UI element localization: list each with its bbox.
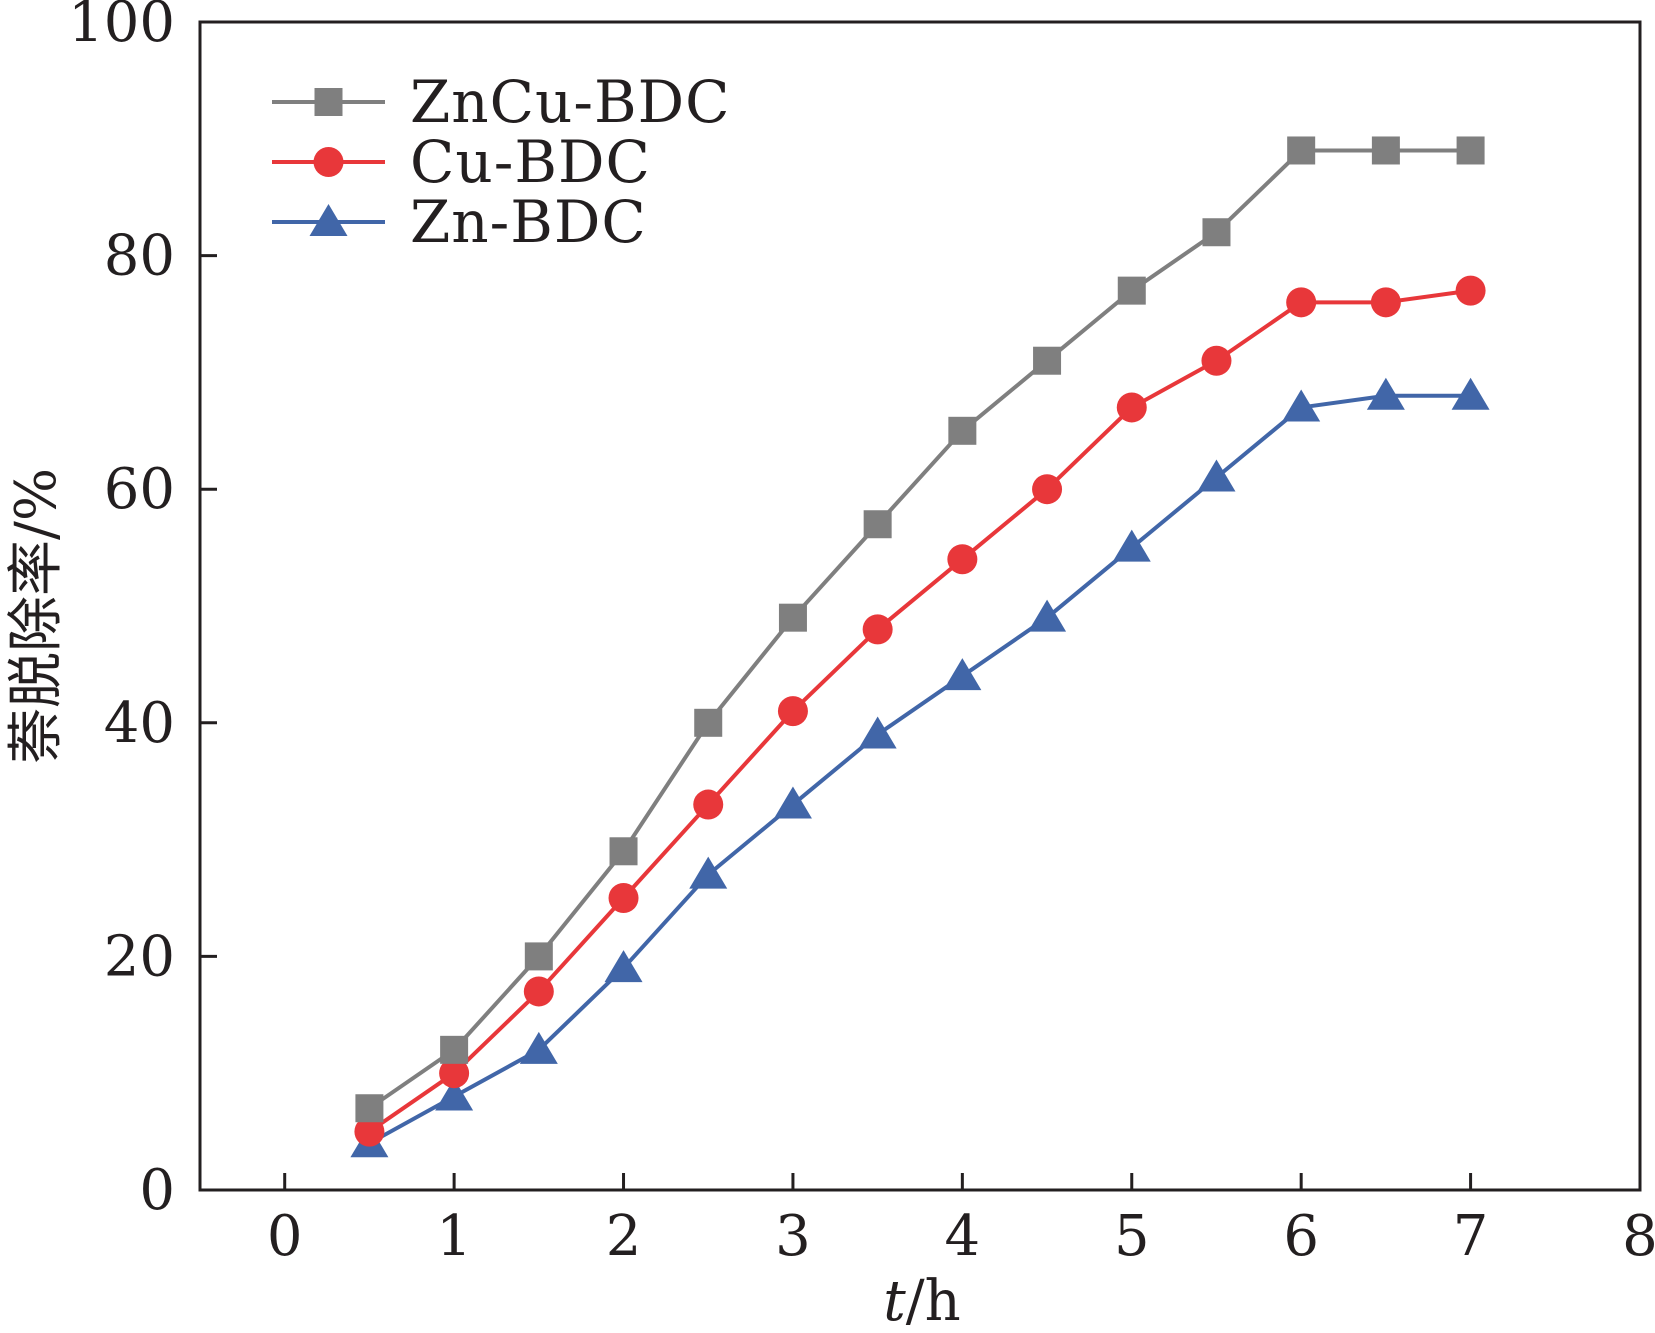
- legend-item-cu-bdc: Cu-BDC: [272, 128, 651, 196]
- data-point-cu-bdc-3: [777, 696, 808, 727]
- y-tick-label-40: 40: [104, 691, 175, 756]
- legend-marker-cu-bdc: [313, 147, 344, 177]
- data-point-zncu-bdc-4.5: [1033, 346, 1062, 375]
- data-point-zncu-bdc-3: [778, 603, 807, 632]
- data-point-zn-bdc-5: [1112, 529, 1151, 562]
- data-point-cu-bdc-6: [1286, 287, 1317, 318]
- data-point-zn-bdc-3: [773, 786, 812, 819]
- series-line-zncu-bdc: [368, 148, 1471, 1110]
- x-tick-label-8: 8: [1622, 1204, 1655, 1269]
- data-point-zncu-bdc-1: [440, 1035, 469, 1064]
- data-point-zncu-bdc-4: [948, 416, 977, 445]
- y-axis-title: 萘脱除率/%: [4, 468, 69, 764]
- x-tick-label-2: 2: [606, 1204, 642, 1269]
- data-point-cu-bdc-2.5: [693, 789, 724, 820]
- series-line-cu-bdc: [368, 288, 1471, 1134]
- x-tick-label-5: 5: [1114, 1204, 1150, 1269]
- data-point-zn-bdc-6.5: [1366, 377, 1405, 410]
- series-zncu-bdc: [355, 136, 1485, 1123]
- data-point-cu-bdc-5.5: [1201, 345, 1232, 376]
- x-axis-title-unit: /h: [906, 1269, 961, 1328]
- series-cu-bdc: [354, 275, 1486, 1147]
- data-point-zncu-bdc-3.5: [863, 510, 892, 539]
- data-point-zn-bdc-2: [604, 950, 643, 983]
- x-tick-label-7: 7: [1453, 1204, 1489, 1269]
- legend-label-zn-bdc: Zn-BDC: [410, 188, 647, 256]
- y-tick-label-80: 80: [104, 224, 175, 289]
- data-point-zncu-bdc-5.5: [1202, 218, 1231, 247]
- data-point-cu-bdc-4: [947, 544, 978, 575]
- data-point-zncu-bdc-7: [1456, 136, 1485, 165]
- x-tick-label-3: 3: [775, 1204, 811, 1269]
- data-point-zncu-bdc-5: [1117, 276, 1146, 305]
- data-point-cu-bdc-5: [1116, 392, 1147, 423]
- data-point-cu-bdc-1: [439, 1058, 470, 1089]
- data-point-zn-bdc-7: [1451, 377, 1490, 410]
- legend-label-zncu-bdc: ZnCu-BDC: [410, 68, 731, 136]
- data-point-zn-bdc-5.5: [1197, 459, 1236, 492]
- y-tick-label-0: 0: [139, 1158, 175, 1223]
- y-tick-label-60: 60: [104, 457, 175, 522]
- data-point-zn-bdc-1.5: [519, 1031, 558, 1064]
- data-point-zn-bdc-4.5: [1028, 599, 1067, 632]
- data-point-cu-bdc-7: [1455, 275, 1486, 306]
- data-point-zncu-bdc-2: [609, 837, 638, 866]
- legend-label-cu-bdc: Cu-BDC: [410, 128, 651, 196]
- x-axis-title: t/h: [883, 1269, 960, 1328]
- data-point-zn-bdc-6: [1282, 389, 1321, 422]
- data-point-zncu-bdc-1.5: [524, 942, 553, 971]
- x-axis-title-variable: t: [883, 1269, 906, 1328]
- series-zn-bdc: [350, 377, 1490, 1158]
- data-point-cu-bdc-1.5: [523, 976, 554, 1007]
- data-point-zn-bdc-1: [435, 1078, 474, 1111]
- data-point-cu-bdc-4.5: [1032, 474, 1063, 505]
- data-point-zncu-bdc-6: [1287, 136, 1316, 165]
- data-point-zn-bdc-4: [943, 658, 982, 691]
- x-tick-label-6: 6: [1283, 1204, 1319, 1269]
- data-point-zn-bdc-3.5: [858, 716, 897, 749]
- y-tick-label-100: 100: [68, 0, 175, 55]
- data-point-zncu-bdc-2.5: [694, 708, 723, 737]
- data-point-zncu-bdc-6.5: [1371, 136, 1400, 165]
- data-point-cu-bdc-2: [608, 883, 639, 913]
- data-point-cu-bdc-3.5: [862, 614, 893, 645]
- x-tick-label-1: 1: [436, 1204, 472, 1269]
- x-tick-label-0: 0: [267, 1204, 303, 1269]
- series-line-zn-bdc: [368, 393, 1471, 1146]
- data-point-zn-bdc-2.5: [689, 856, 728, 889]
- data-point-zncu-bdc-0.5: [355, 1094, 384, 1123]
- data-point-cu-bdc-6.5: [1370, 287, 1401, 318]
- data-point-cu-bdc-0.5: [354, 1116, 385, 1147]
- legend-marker-zn-bdc: [309, 204, 348, 236]
- legend-item-zn-bdc: Zn-BDC: [272, 188, 647, 256]
- x-tick-label-4: 4: [945, 1204, 981, 1269]
- y-tick-label-20: 20: [104, 924, 175, 989]
- plot-frame: [198, 20, 1642, 1192]
- legend-item-zncu-bdc: ZnCu-BDC: [272, 68, 731, 136]
- legend-marker-zncu-bdc: [314, 88, 343, 116]
